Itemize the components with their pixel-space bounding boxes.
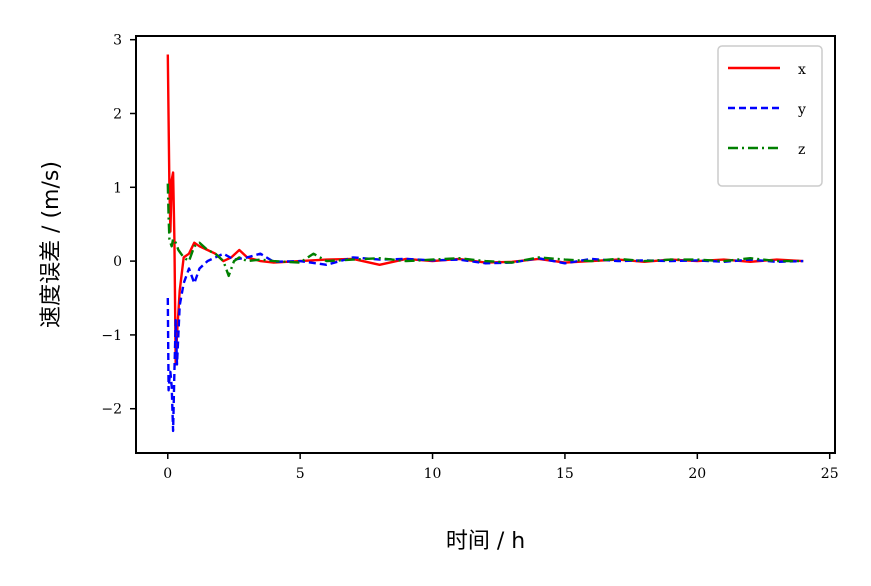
x-tick-label: 20 [688, 466, 706, 482]
legend-box [717, 45, 823, 187]
y-axis-ticks: −2 −1 0 1 2 3 [101, 33, 136, 418]
series-line-z [166, 183, 804, 278]
y-tick-label: 3 [113, 33, 122, 49]
x-tick-label: 15 [556, 466, 574, 482]
legend-label-z: z [798, 142, 805, 158]
y-tick-label: 2 [113, 106, 122, 122]
legend-label-x: x [798, 62, 806, 78]
series-line-x [166, 54, 804, 366]
y-tick-label: 1 [113, 180, 122, 196]
plot-area [135, 35, 836, 454]
y-tick-label: −2 [101, 402, 122, 418]
series-layer [166, 54, 804, 433]
legend: x y z [717, 45, 823, 187]
x-axis-ticks: 0 5 10 15 20 25 [163, 453, 839, 482]
x-tick-label: 25 [821, 466, 839, 482]
axes-frame [135, 35, 836, 454]
legend-label-y: y [797, 102, 806, 118]
series-line-y [166, 252, 804, 433]
y-axis-title: 速度误差 / (m/s) [39, 161, 64, 328]
x-tick-label: 10 [424, 466, 442, 482]
y-tick-label: −1 [101, 328, 122, 344]
x-tick-label: 5 [296, 466, 305, 482]
x-axis-title: 时间 / h [446, 529, 525, 554]
x-tick-label: 0 [163, 466, 172, 482]
y-tick-label: 0 [113, 254, 122, 270]
